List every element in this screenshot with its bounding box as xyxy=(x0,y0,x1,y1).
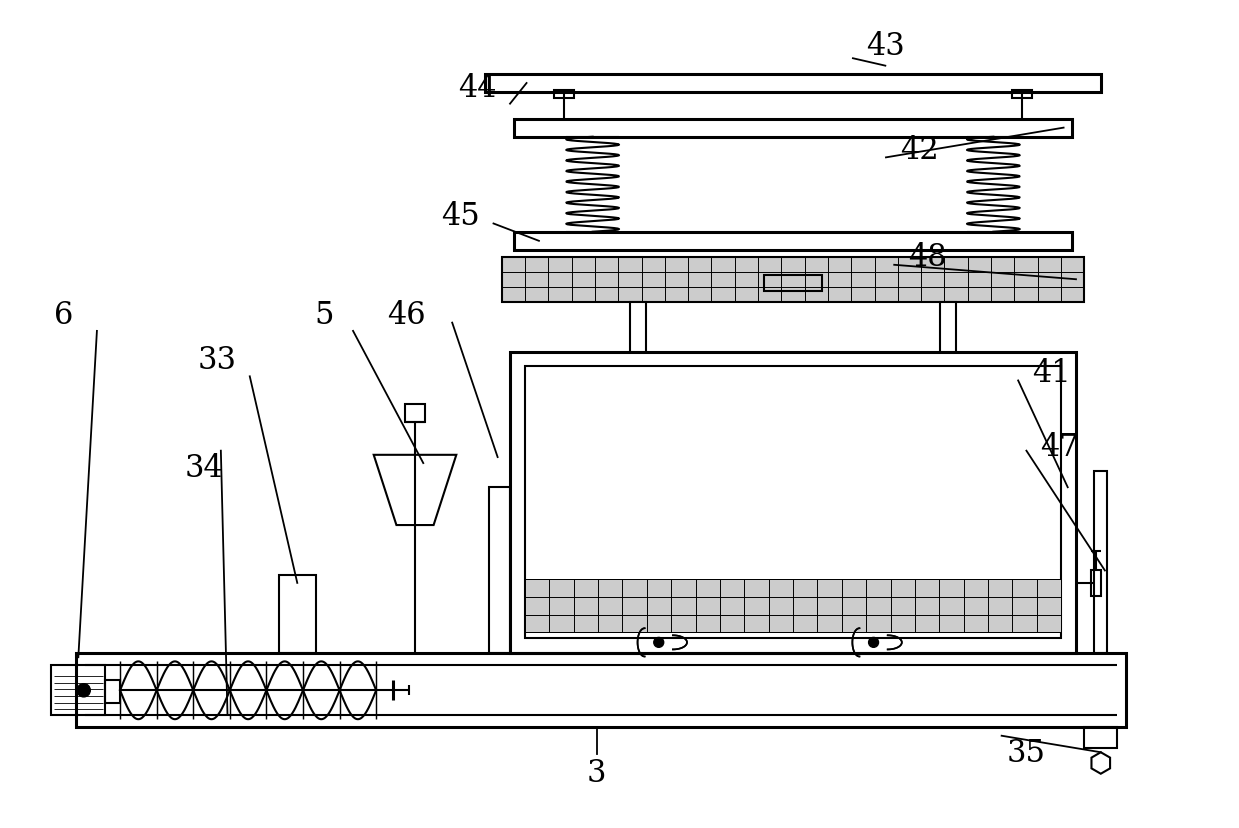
Bar xyxy=(629,302,647,352)
Bar xyxy=(514,233,1072,251)
Text: 3: 3 xyxy=(587,758,607,788)
Bar xyxy=(525,579,1061,633)
Bar xyxy=(52,666,105,715)
Circle shape xyxy=(77,684,90,697)
Bar xyxy=(489,488,510,653)
Circle shape xyxy=(869,638,878,647)
Bar xyxy=(1090,570,1100,596)
Bar xyxy=(554,90,574,99)
Text: 45: 45 xyxy=(441,200,479,232)
Bar xyxy=(1084,728,1118,749)
Text: 33: 33 xyxy=(197,345,237,376)
Bar xyxy=(486,75,1100,93)
Text: 43: 43 xyxy=(866,31,906,62)
Bar xyxy=(1012,90,1032,99)
Text: 44: 44 xyxy=(457,73,497,104)
Bar xyxy=(105,680,120,703)
Text: 5: 5 xyxy=(315,300,333,330)
Bar xyxy=(764,276,821,291)
Text: 6: 6 xyxy=(55,300,73,330)
Text: 35: 35 xyxy=(1007,737,1046,768)
Bar xyxy=(510,352,1075,653)
Bar xyxy=(1094,471,1106,653)
Text: 42: 42 xyxy=(900,134,938,166)
Bar xyxy=(502,258,1084,302)
Bar xyxy=(279,575,316,653)
Bar xyxy=(525,367,1061,638)
Circle shape xyxy=(654,638,664,647)
Bar xyxy=(405,404,425,422)
Text: 48: 48 xyxy=(908,242,947,272)
Text: 47: 47 xyxy=(1041,431,1079,463)
Text: 34: 34 xyxy=(185,452,224,483)
Text: 41: 41 xyxy=(1032,357,1070,388)
Bar xyxy=(514,119,1072,137)
Bar xyxy=(939,302,957,352)
Bar xyxy=(77,653,1125,728)
Text: 46: 46 xyxy=(388,300,426,330)
